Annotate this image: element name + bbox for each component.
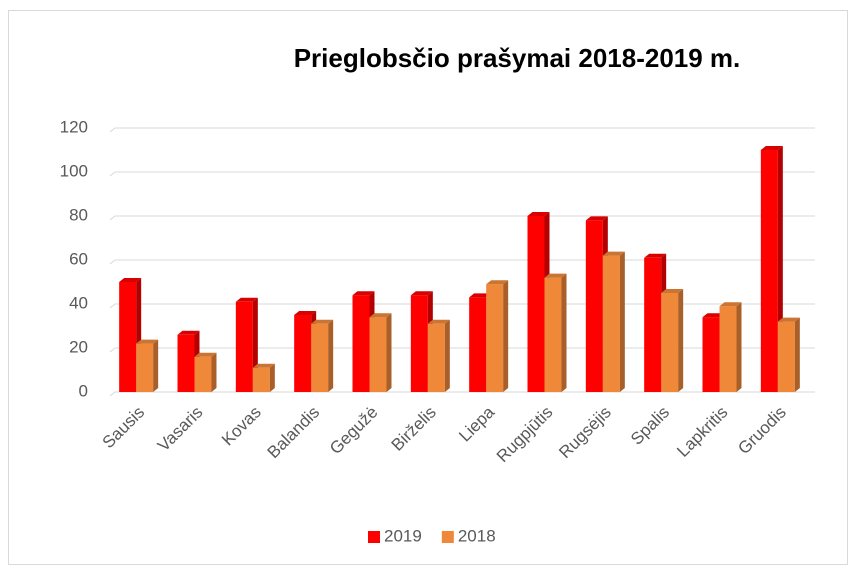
bar-front xyxy=(352,295,370,392)
bar xyxy=(136,339,159,392)
bar-top xyxy=(527,212,550,216)
grid-line xyxy=(109,347,815,353)
chart-border xyxy=(8,10,848,565)
bar-top xyxy=(177,330,200,335)
y-tick-label: 0 xyxy=(79,381,88,400)
bar-top xyxy=(544,273,567,278)
bar-top xyxy=(585,216,608,221)
chart-title: Prieglobsčio prašymai 2018-2019 m. xyxy=(294,43,741,73)
bar-front xyxy=(427,323,445,392)
bar-top xyxy=(702,313,725,318)
bar-top xyxy=(644,253,667,258)
bar-front xyxy=(194,356,212,392)
bar-front xyxy=(486,284,504,392)
grid-line xyxy=(109,215,815,221)
bar xyxy=(661,289,684,392)
bar-side xyxy=(444,319,450,392)
y-tick-label: 40 xyxy=(69,293,88,312)
bar-side xyxy=(678,289,684,392)
bar xyxy=(427,319,450,392)
legend-label: 2019 xyxy=(384,526,422,545)
bar-front xyxy=(469,297,487,392)
y-tick-label: 100 xyxy=(60,161,88,180)
bar-top xyxy=(235,297,258,302)
bar xyxy=(777,317,800,392)
bar xyxy=(719,302,742,392)
bar-top xyxy=(602,251,625,256)
bar-side xyxy=(736,302,742,392)
legend-label: 2018 xyxy=(458,526,496,545)
y-tick-label: 60 xyxy=(69,249,88,268)
grid-line xyxy=(109,171,815,177)
bar-front xyxy=(661,293,679,392)
bar-top xyxy=(136,339,159,344)
bar xyxy=(486,280,509,392)
bar-top xyxy=(369,313,392,318)
bar-side xyxy=(328,319,334,392)
bar-front xyxy=(136,343,154,392)
bar xyxy=(311,319,334,392)
y-tick-label: 20 xyxy=(69,337,88,356)
y-tick-label: 80 xyxy=(69,205,88,224)
bar-front xyxy=(410,295,428,392)
bar-top xyxy=(661,289,684,293)
bar-front xyxy=(294,315,312,392)
bar-top xyxy=(427,319,450,324)
bar-top xyxy=(311,319,334,324)
bar-top xyxy=(486,280,509,285)
bar-side xyxy=(153,339,159,392)
bar-front xyxy=(702,317,720,392)
grid-line xyxy=(109,303,815,309)
grid-line xyxy=(109,259,815,265)
bar xyxy=(194,352,217,392)
bar-front xyxy=(177,334,195,392)
bar-front xyxy=(602,255,620,392)
bar xyxy=(602,251,625,392)
bar xyxy=(252,363,275,392)
bar-front xyxy=(644,257,662,392)
legend-swatch xyxy=(441,531,454,543)
bar xyxy=(760,146,783,392)
bar-front xyxy=(369,317,387,392)
bar-front xyxy=(311,323,329,392)
bar-top xyxy=(252,363,275,368)
bar-front xyxy=(527,216,545,392)
bar-side xyxy=(503,280,509,392)
grid-line xyxy=(109,127,815,133)
bar-front xyxy=(777,321,795,392)
bar-top xyxy=(352,291,375,296)
grid-line xyxy=(109,391,815,397)
bar-front xyxy=(544,277,562,392)
bar-front xyxy=(760,150,778,392)
bar-side xyxy=(211,352,217,392)
bar-front xyxy=(719,306,737,392)
bar xyxy=(369,313,392,392)
y-tick-label: 120 xyxy=(60,117,88,136)
bar-top xyxy=(194,352,217,357)
bar-side xyxy=(794,317,800,392)
bar-front xyxy=(119,282,137,392)
bar-top xyxy=(410,291,433,296)
bar-side xyxy=(561,273,567,392)
bar-front xyxy=(252,367,270,392)
bar-top xyxy=(777,317,800,322)
bar xyxy=(544,273,567,392)
bar-side xyxy=(269,363,275,392)
bar-side xyxy=(386,313,392,392)
bar-front xyxy=(585,220,603,392)
bar-front xyxy=(235,301,253,392)
bar-top xyxy=(469,293,492,298)
bar-top xyxy=(294,311,317,315)
bar-top xyxy=(119,278,142,282)
bar-side xyxy=(619,251,625,392)
bar-top xyxy=(719,302,742,307)
legend-swatch xyxy=(368,531,380,543)
bar-top xyxy=(760,146,783,150)
